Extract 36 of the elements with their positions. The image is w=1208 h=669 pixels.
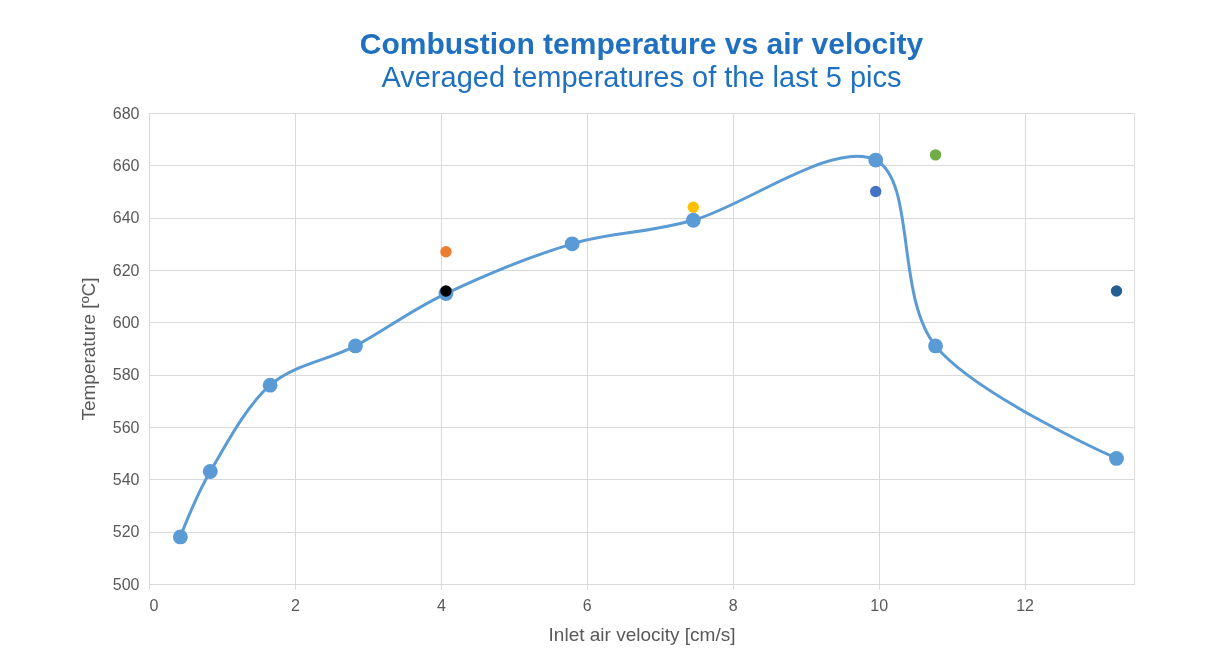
point [685, 212, 701, 228]
x-tick-label: 10 [870, 596, 889, 614]
x-axis-title: Inlet air velocity [cm/s] [548, 623, 736, 645]
x-tick-label: 6 [582, 596, 592, 614]
y-tick-label: 560 [112, 418, 140, 436]
y-tick-label: 500 [112, 575, 140, 593]
x-tick-label: 0 [149, 596, 159, 614]
point [440, 245, 452, 258]
chart-subtitle: Averaged temperatures of the last 5 pics [381, 61, 902, 93]
y-tick-label: 640 [112, 209, 140, 227]
point [564, 236, 580, 252]
point [870, 185, 882, 198]
point [1110, 285, 1123, 297]
point [929, 149, 942, 161]
y-tick-label: 620 [112, 261, 140, 279]
x-tick-label: 4 [436, 596, 446, 614]
point [172, 529, 188, 545]
y-tick-label: 600 [112, 313, 140, 331]
y-tick-label: 680 [112, 104, 140, 122]
point [262, 377, 278, 393]
y-tick-label: 580 [112, 366, 140, 384]
y-axis-title: Temperature [ºC] [77, 277, 99, 421]
point [868, 152, 884, 168]
point [440, 285, 452, 297]
x-tick-label: 12 [1016, 596, 1035, 614]
x-tick-label: 8 [728, 596, 738, 614]
y-tick-label: 540 [112, 470, 140, 488]
x-tick-label: 2 [290, 596, 300, 614]
point [348, 338, 363, 354]
y-tick-label: 660 [112, 156, 140, 174]
point [202, 464, 218, 479]
y-tick-label: 520 [112, 523, 140, 541]
point [687, 201, 699, 213]
point [928, 338, 943, 354]
chart-title: Combustion temperature vs air velocity [359, 27, 924, 60]
point [1109, 451, 1124, 466]
